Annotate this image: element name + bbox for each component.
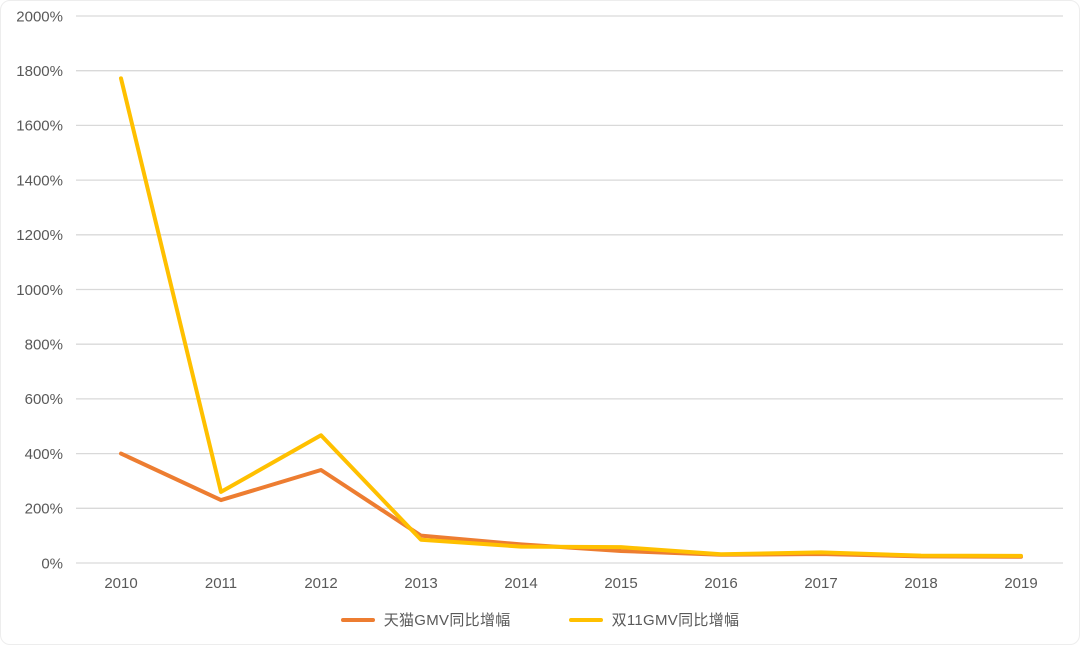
y-axis-labels-group: 0% 200% 400% 600% 800% 1000% 1200% 1400% 1600% 18… — [16, 8, 63, 572]
y-tick-label: 800% — [25, 336, 63, 353]
x-tick-label: 2016 — [704, 575, 737, 592]
y-tick-label: 2000% — [16, 8, 63, 25]
x-tick-label: 2017 — [804, 575, 837, 592]
y-tick-label: 0% — [41, 555, 63, 572]
y-tick-label: 1800% — [16, 63, 63, 80]
legend-item-double11-gmv: 双11GMV同比增幅 — [568, 609, 740, 630]
y-tick-label: 1400% — [16, 172, 63, 189]
x-tick-label: 2011 — [205, 575, 237, 592]
y-tick-label: 600% — [25, 391, 63, 408]
x-tick-label: 2012 — [304, 575, 337, 592]
legend-item-tmall-gmv: 天猫GMV同比增幅 — [340, 609, 511, 630]
y-tick-label: 400% — [25, 446, 63, 463]
legend-line-swatch-icon — [340, 617, 375, 622]
series-line-double11-gmv — [119, 76, 1023, 558]
x-tick-label: 2015 — [604, 575, 637, 592]
x-tick-label: 2018 — [904, 575, 937, 592]
y-tick-label: 200% — [25, 501, 63, 518]
gridlines-group — [76, 15, 1063, 564]
x-tick-label: 2013 — [404, 575, 437, 592]
x-axis-labels-group: 2010 2011 2012 2013 2014 2015 2016 2017 2018 2019 — [104, 575, 1037, 592]
series-line-tmall-gmv — [119, 451, 1023, 559]
x-tick-label: 2019 — [1004, 575, 1037, 592]
series-lines-group — [119, 76, 1023, 559]
y-tick-label: 1600% — [16, 118, 63, 135]
y-tick-label: 1000% — [16, 282, 63, 299]
legend-line-swatch-icon — [568, 617, 603, 622]
x-tick-label: 2014 — [504, 575, 537, 592]
legend-label: 天猫GMV同比增幅 — [383, 612, 511, 629]
x-tick-label: 2010 — [104, 575, 137, 592]
y-tick-label: 1200% — [16, 227, 63, 244]
legend-label: 双11GMV同比增幅 — [611, 612, 740, 629]
chart-legend: 天猫GMV同比增幅 双11GMV同比增幅 — [1, 609, 1079, 630]
